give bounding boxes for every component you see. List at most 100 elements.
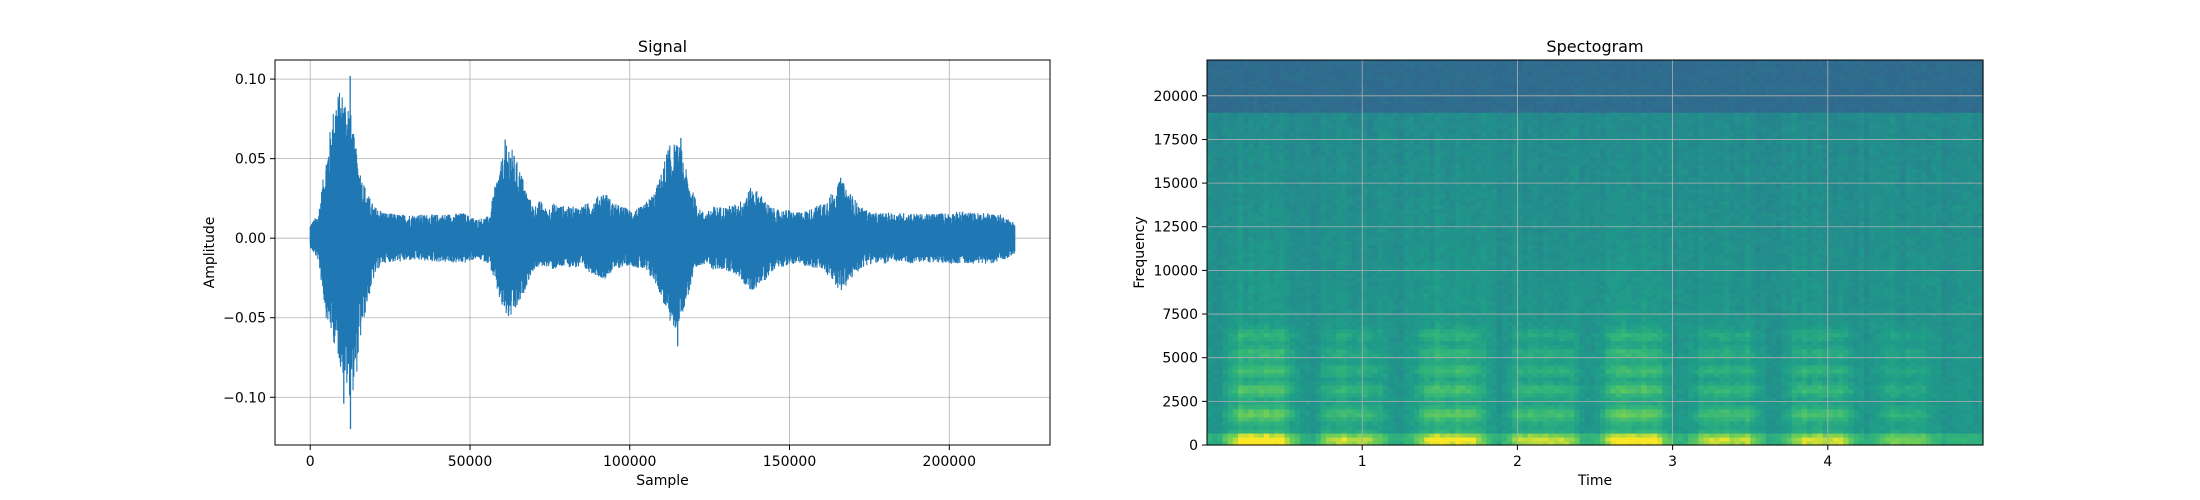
spectrogram-cell [1460,396,1467,402]
spectrogram-cell [1227,268,1234,274]
spectrogram-cell [1351,132,1358,137]
spectrogram-cell [1341,288,1348,294]
spectrogram-cell [1460,308,1467,314]
spectrogram-cell [1424,300,1431,306]
spectrogram-cell [1357,296,1363,302]
spectrogram-cell [1357,320,1363,326]
spectrogram-cell [1351,420,1358,426]
spectrogram-cell [1419,408,1425,414]
spectrogram-cell [1362,232,1368,238]
spectrogram-cell [1372,112,1379,117]
spectrogram-cell [1357,336,1363,342]
spectrogram-cell [1238,176,1244,181]
spectrogram-cell [1289,216,1296,222]
spectrogram-cell [1284,368,1291,374]
spectrogram-cell [1393,72,1400,77]
spectrogram-cell [1341,300,1348,306]
spectrogram-cell [1310,372,1317,378]
spectrogram-cell [1470,404,1477,410]
spectrogram-cell [1274,236,1281,242]
spectrogram-cell [1341,188,1348,193]
spectrogram-cell [1434,88,1441,93]
spectrogram-cell [1336,292,1343,298]
spectrogram-cell [1460,412,1467,418]
spectrogram-cell [1470,376,1477,382]
spectrogram-cell [1450,148,1456,153]
spectrogram-cell [1294,364,1301,370]
spectrogram-cell [1341,280,1348,286]
spectrogram-cell [1207,116,1213,121]
spectrogram-cell [1403,220,1410,226]
spectrogram-cell [1450,304,1456,310]
spectrogram-cell [1232,272,1239,278]
spectrogram-cell [1310,152,1317,157]
spectrogram-cell [1263,200,1270,205]
spectrogram-cell [1207,84,1213,89]
spectrogram-cell [1455,348,1462,354]
spectrogram-cell [1284,352,1291,358]
spectrogram-cell [1357,380,1363,386]
spectrogram-cell [1398,220,1405,226]
spectrogram-cell [1243,92,1249,97]
spectrogram-cell [1351,152,1358,157]
spectrogram-cell [1315,424,1322,430]
spectrogram-cell [1269,312,1275,318]
spectrogram-cell [1357,292,1363,298]
spectrogram-cell [1284,300,1291,306]
spectrogram-cell [1207,96,1213,101]
spectrogram-cell [1243,432,1249,438]
spectrogram-cell [1450,208,1456,213]
spectrogram-cell [1424,140,1431,145]
spectrogram-cell [1450,332,1456,338]
spectrogram-cell [1331,416,1337,422]
spectrogram-cell [1393,184,1400,189]
spectrogram-cell [1413,276,1420,282]
spectrogram-cell [1284,176,1291,181]
spectrogram-cell [1465,156,1472,161]
spectrogram-cell [1367,368,1374,374]
spectrogram-cell [1289,128,1296,133]
spectrogram-cell [1351,136,1358,141]
spectrogram-cell [1315,232,1322,238]
spectrogram-cell [1248,364,1255,370]
spectrogram-cell [1434,184,1441,189]
spectrogram-cell [1310,128,1317,133]
spectrogram-cell [1336,200,1343,205]
spectrogram-cell [1424,336,1431,342]
spectrogram-cell [1465,432,1472,438]
spectrogram-cell [1217,92,1224,97]
spectrogram-cell [1325,300,1332,306]
spectrogram-cell [1408,368,1415,374]
spectrogram-cell [1263,240,1270,246]
spectrogram-cell [1238,148,1244,153]
spectrogram-cell [1398,192,1405,197]
spectrogram-cell [1269,248,1275,254]
spectrogram-cell [1439,380,1446,386]
spectrogram-cell [1258,216,1265,222]
spectrogram-cell [1243,116,1249,121]
spectrogram-cell [1367,264,1374,270]
spectrogram-cell [1382,332,1389,338]
spectrogram-cell [1289,84,1296,89]
spectrogram-cell [1310,204,1317,209]
spectrogram-cell [1269,236,1275,242]
spectrogram-cell [1315,420,1322,426]
spectrogram-cell [1336,384,1343,390]
spectrogram-cell [1289,108,1296,113]
spectrogram-cell [1377,184,1384,189]
spectrogram-cell [1336,220,1343,226]
spectrogram-cell [1372,72,1379,77]
spectrogram-cell [1263,60,1270,65]
spectrogram-cell [1284,204,1291,209]
spectrogram-cell [1279,280,1286,286]
spectrogram-cell [1238,340,1244,346]
spectrogram-cell [1227,228,1234,234]
spectrogram-cell [1434,288,1441,294]
spectrogram-cell [1284,376,1291,382]
spectrogram-cell [1217,292,1224,298]
spectrogram-cell [1346,360,1353,366]
spectrogram-cell [1258,92,1265,97]
spectrogram-cell [1465,220,1472,226]
spectrogram-cell [1305,108,1312,113]
spectrogram-cell [1243,204,1249,209]
